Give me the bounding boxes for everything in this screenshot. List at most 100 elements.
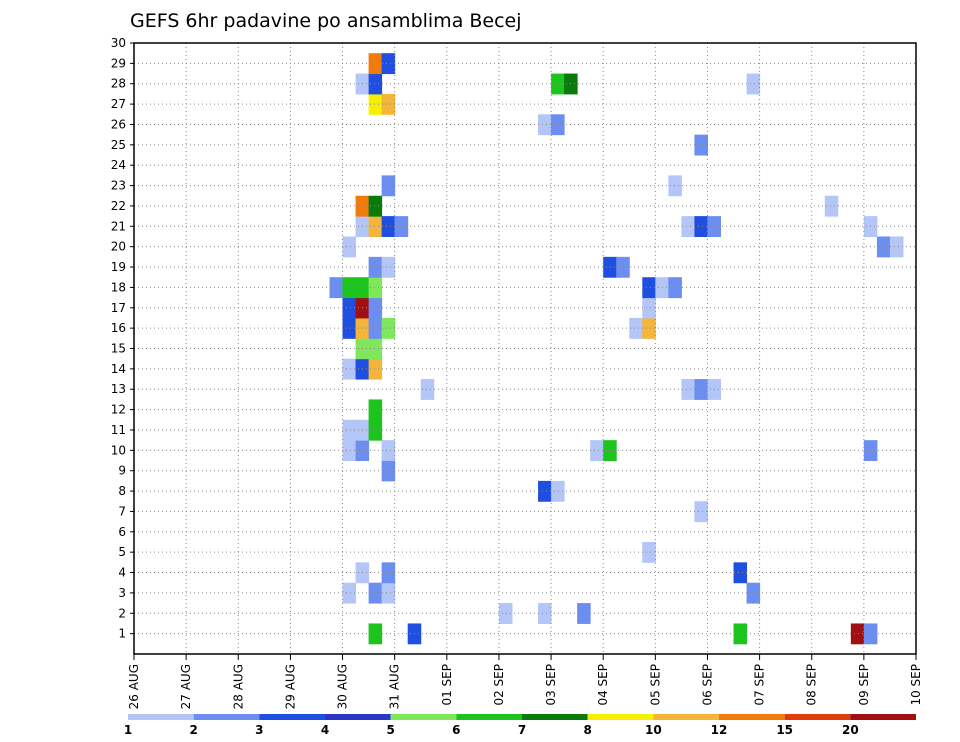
heatmap-cell bbox=[381, 582, 396, 604]
heatmap-cell bbox=[668, 175, 682, 197]
heatmap-cell bbox=[538, 114, 552, 136]
heatmap-cell bbox=[381, 175, 396, 197]
y-tick-label: 21 bbox=[111, 219, 126, 233]
y-tick-label: 14 bbox=[111, 362, 126, 376]
colorbar-label: 3 bbox=[255, 723, 263, 737]
y-tick-label: 17 bbox=[111, 301, 126, 315]
colorbar-label: 10 bbox=[645, 723, 662, 737]
heatmap-cell bbox=[876, 236, 891, 258]
colorbar-label: 20 bbox=[842, 723, 859, 737]
x-tick-label: 28 AUG bbox=[231, 664, 245, 709]
heatmap-cell bbox=[551, 114, 565, 136]
colorbar-label: 6 bbox=[452, 723, 460, 737]
heatmap-cell bbox=[746, 582, 761, 604]
colorbar-swatch bbox=[653, 714, 719, 720]
y-tick-label: 22 bbox=[111, 199, 126, 213]
x-tick-label: 09 SEP bbox=[857, 664, 871, 706]
heatmap-cell bbox=[368, 358, 383, 380]
x-tick-label: 06 SEP bbox=[700, 664, 714, 706]
y-tick-label: 25 bbox=[111, 138, 126, 152]
y-tick-label: 3 bbox=[118, 586, 126, 600]
heatmap-cell bbox=[733, 623, 748, 645]
heatmap-cell bbox=[342, 317, 357, 339]
x-tick-label: 27 AUG bbox=[179, 664, 193, 709]
y-tick-label: 28 bbox=[111, 77, 126, 91]
heatmap-cell bbox=[603, 440, 617, 462]
heatmap-cell bbox=[381, 460, 396, 482]
colorbar-label: 5 bbox=[386, 723, 394, 737]
heatmap-cell bbox=[746, 73, 761, 95]
y-tick-label: 5 bbox=[118, 545, 126, 559]
heatmap-cell bbox=[342, 440, 357, 462]
y-tick-label: 7 bbox=[118, 504, 126, 518]
heatmap-cell bbox=[368, 623, 383, 645]
x-tick-label: 10 SEP bbox=[909, 664, 923, 706]
colorbar-label: 7 bbox=[518, 723, 526, 737]
heatmap-cell bbox=[694, 379, 708, 400]
y-tick-label: 15 bbox=[111, 342, 126, 356]
heatmap-cell bbox=[538, 603, 552, 624]
heatmap-cell bbox=[368, 399, 383, 421]
y-tick-label: 30 bbox=[111, 36, 126, 50]
heatmap-cell bbox=[603, 256, 617, 278]
heatmap-cell bbox=[368, 93, 383, 115]
heatmap-cell bbox=[368, 195, 383, 217]
heatmap-cell bbox=[694, 134, 708, 156]
y-tick-label: 16 bbox=[111, 321, 126, 335]
heatmap-cell bbox=[551, 480, 565, 502]
heatmap-cell bbox=[381, 216, 396, 237]
colorbar-swatch bbox=[325, 714, 391, 720]
y-tick-label: 24 bbox=[111, 158, 126, 172]
heatmap-cell bbox=[694, 501, 708, 523]
y-tick-label: 20 bbox=[111, 240, 126, 254]
x-tick-label: 02 SEP bbox=[492, 664, 506, 706]
x-axis: 26 AUG 27 AUG 28 AUG 29 AUG 30 AUG 31 AUG 01 S… bbox=[127, 654, 923, 709]
heatmap-cell bbox=[342, 358, 357, 380]
colorbar-swatch bbox=[850, 714, 916, 720]
colorbar-label: 8 bbox=[583, 723, 591, 737]
heatmap-cell bbox=[889, 236, 904, 258]
heatmap-cell bbox=[381, 53, 396, 75]
heatmap-cell bbox=[642, 317, 656, 339]
heatmap-cell bbox=[342, 419, 357, 441]
heatmap-cell bbox=[342, 297, 357, 319]
colorbar-swatch bbox=[587, 714, 654, 720]
heatmap-cell bbox=[368, 419, 383, 441]
colorbar-swatch bbox=[456, 714, 522, 720]
heatmap-cell bbox=[368, 277, 383, 299]
heatmap-cells bbox=[329, 53, 904, 645]
y-axis: 1234567891011121314151617181920212223242… bbox=[111, 36, 134, 641]
y-tick-label: 12 bbox=[111, 403, 126, 417]
heatmap-cell bbox=[577, 603, 591, 624]
y-tick-label: 26 bbox=[111, 117, 126, 131]
x-tick-label: 08 SEP bbox=[805, 664, 819, 706]
x-tick-label: 30 AUG bbox=[336, 664, 350, 709]
heatmap-cell bbox=[381, 93, 396, 115]
x-tick-label: 07 SEP bbox=[753, 664, 767, 706]
y-tick-label: 23 bbox=[111, 179, 126, 193]
heatmap-cell bbox=[342, 582, 357, 604]
x-tick-label: 03 SEP bbox=[544, 664, 558, 706]
x-tick-label: 05 SEP bbox=[648, 664, 662, 706]
heatmap-cell bbox=[368, 582, 383, 604]
x-tick-label: 29 AUG bbox=[283, 664, 297, 709]
chart-title: GEFS 6hr padavine po ansamblima Becej bbox=[130, 10, 522, 32]
heatmap-cell bbox=[590, 440, 604, 462]
colorbar-label: 15 bbox=[776, 723, 793, 737]
heatmap-cell bbox=[642, 297, 656, 319]
heatmap-cell bbox=[368, 256, 383, 278]
heatmap-cell bbox=[850, 623, 865, 645]
colorbar-swatch bbox=[390, 714, 457, 720]
heatmap-cell bbox=[681, 379, 695, 400]
colorbar: 1 2 3 4 5 6 7 8 10 12 15 20 bbox=[124, 714, 916, 737]
heatmap-cell bbox=[420, 379, 435, 400]
colorbar-swatch bbox=[193, 714, 260, 720]
x-tick-label: 31 AUG bbox=[388, 664, 402, 709]
heatmap-cell bbox=[668, 277, 682, 299]
heatmap-cell bbox=[824, 195, 839, 217]
colorbar-label: 1 bbox=[124, 723, 132, 737]
x-tick-label: 01 SEP bbox=[440, 664, 454, 706]
heatmap-cell bbox=[694, 216, 708, 237]
y-tick-label: 9 bbox=[118, 464, 126, 478]
heatmap-cell bbox=[381, 562, 396, 584]
